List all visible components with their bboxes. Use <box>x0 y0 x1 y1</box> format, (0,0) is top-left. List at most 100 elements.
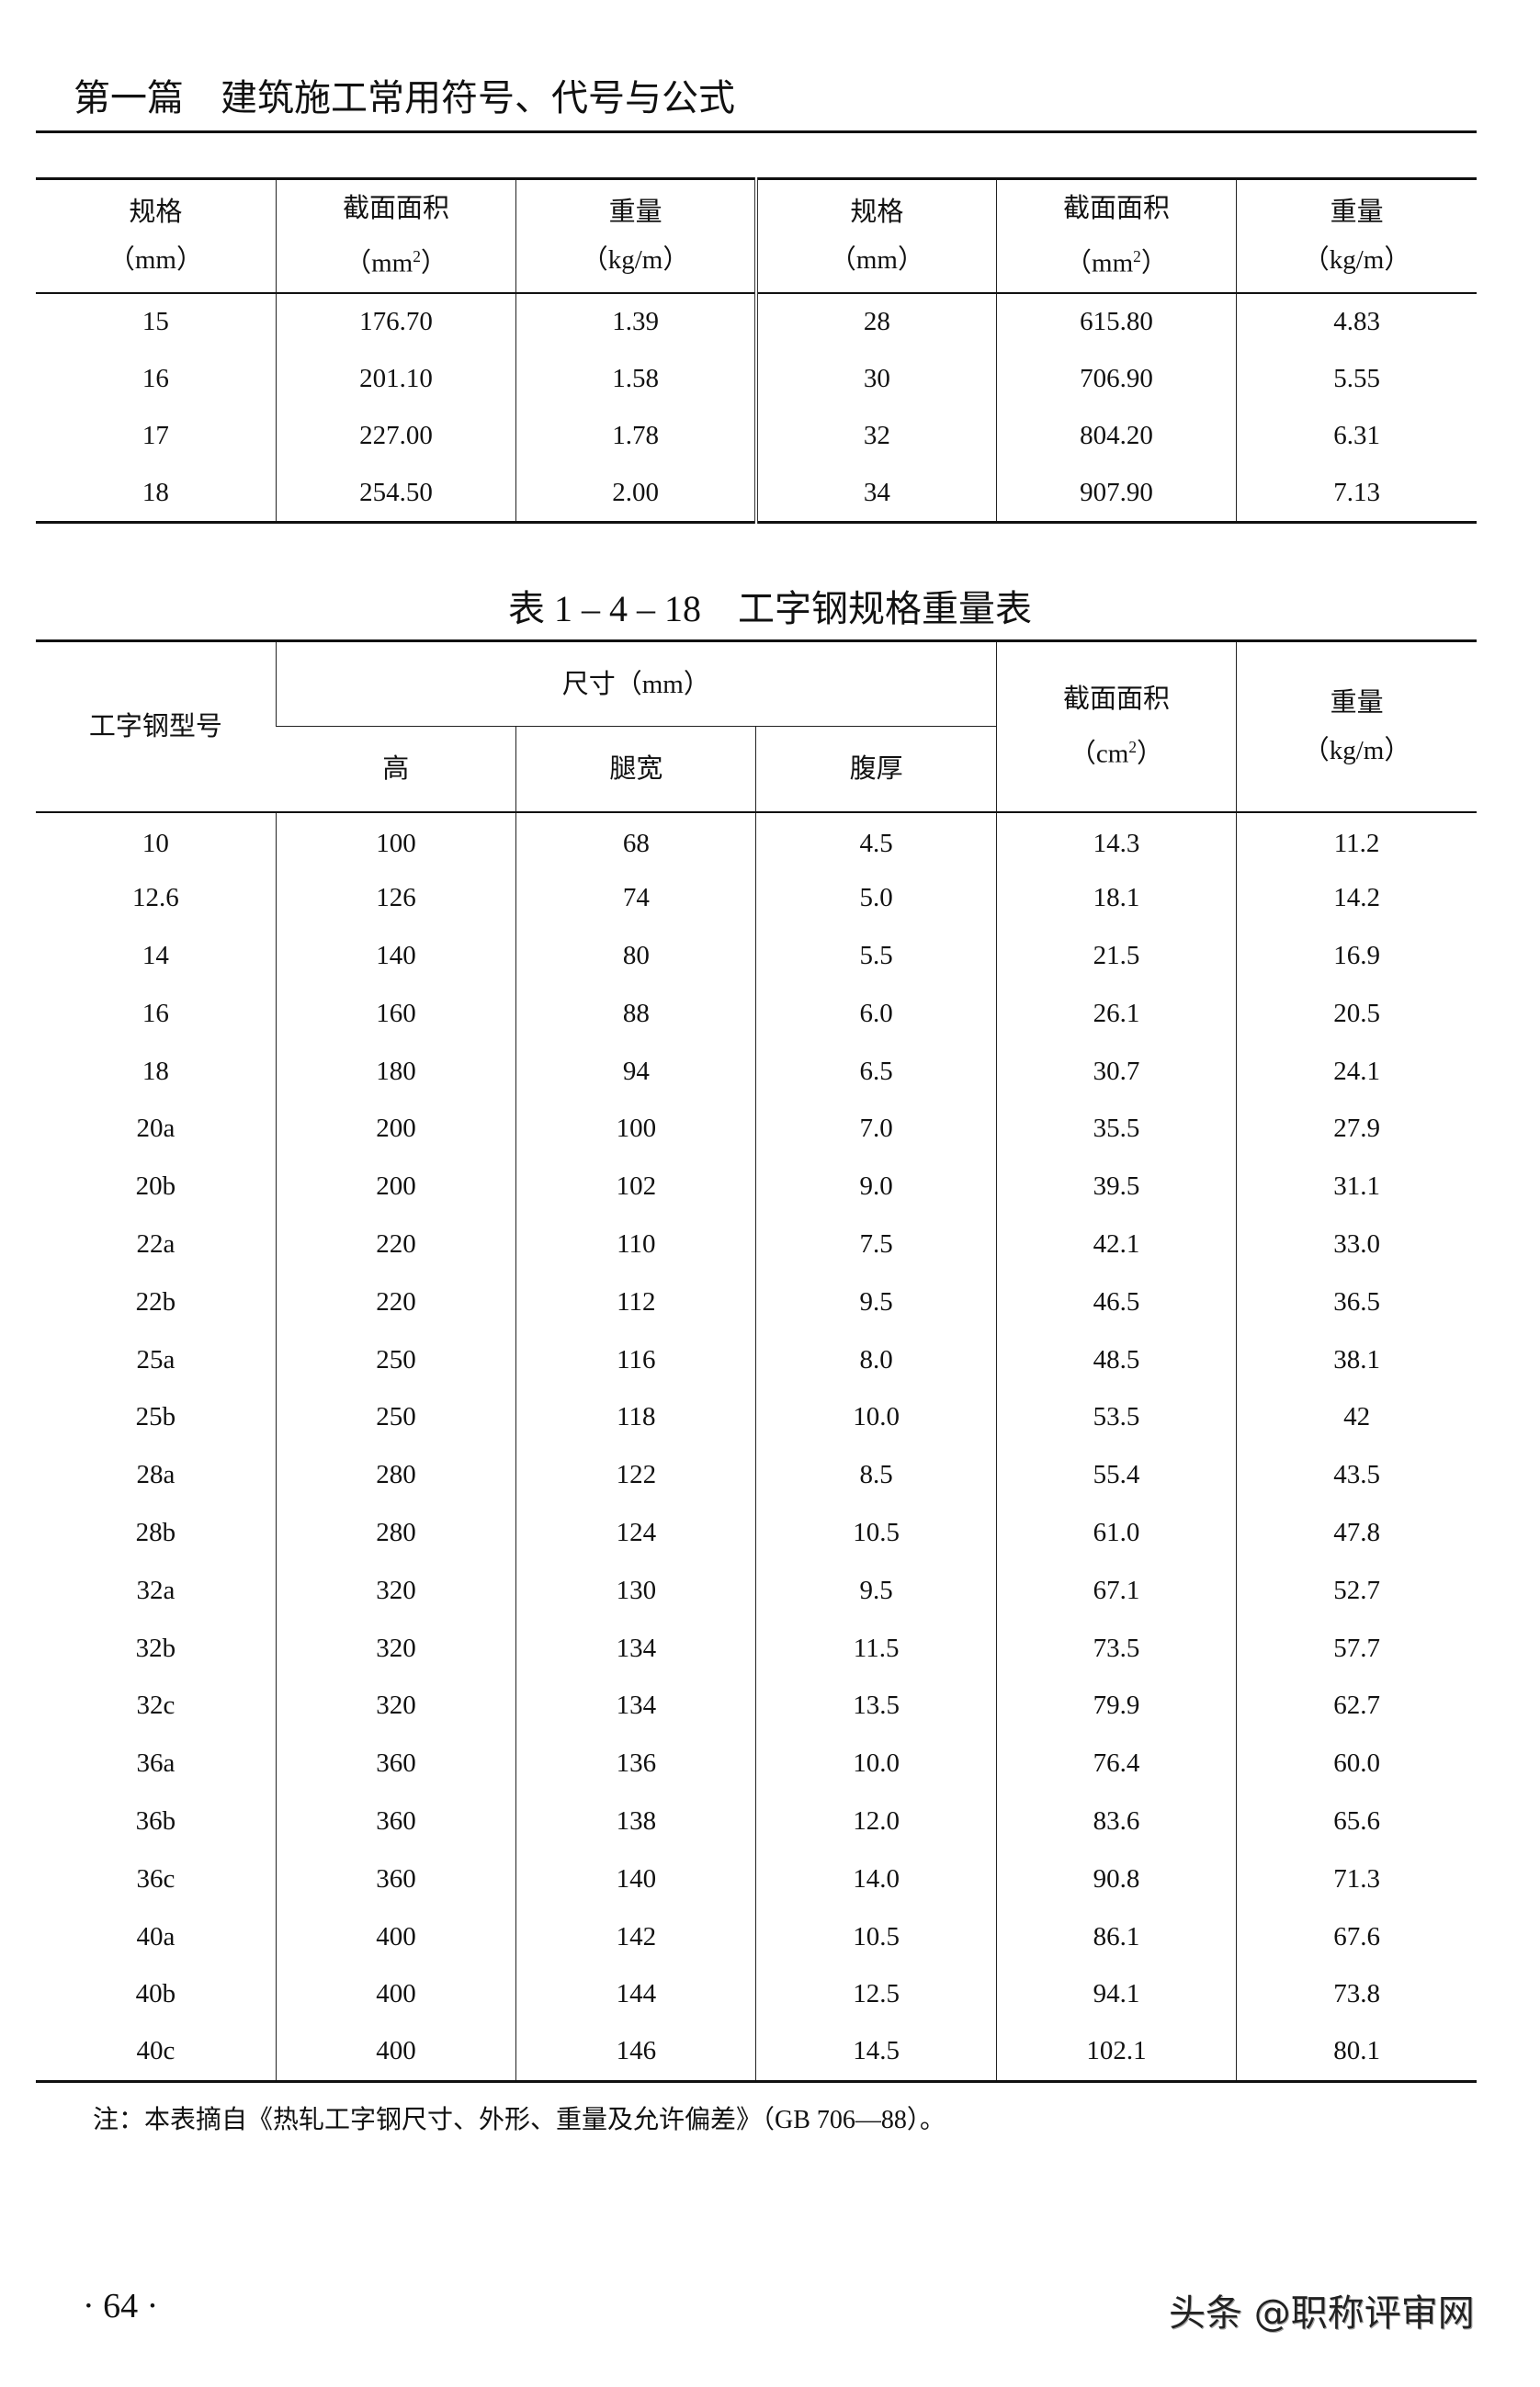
table-cell: 118 <box>515 1388 756 1447</box>
table-cell: 110 <box>515 1216 756 1273</box>
table-cell: 20b <box>135 1171 176 1202</box>
table-cell: 35.5 <box>995 1100 1237 1159</box>
table-cell: 40a <box>136 1921 176 1951</box>
header-rule <box>36 130 1477 133</box>
table-cell: 60.0 <box>1236 1735 1477 1793</box>
table-cell: 10.5 <box>755 1907 997 1966</box>
table-cell: 31.1 <box>1236 1158 1477 1216</box>
table-cell: 86.1 <box>995 1907 1237 1966</box>
table-cell: 20.5 <box>1236 984 1477 1043</box>
table-cell: 180 <box>275 1042 516 1101</box>
table-cell: 88 <box>515 984 756 1043</box>
table-cell: 18.1 <box>995 869 1237 928</box>
table-cell: 400 <box>275 1907 516 1966</box>
table-cell: 4.5 <box>755 811 997 870</box>
table-cell: 53.5 <box>995 1388 1237 1447</box>
table-row: 20b 200 102 9.0 39.5 31.1 <box>36 1158 1477 1216</box>
table-row: 40c 400 146 14.5 102.1 80.1 <box>36 2023 1477 2082</box>
table-cell: 94 <box>515 1042 756 1101</box>
table-cell: 320 <box>275 1677 516 1736</box>
table-cell: 15 <box>142 306 169 336</box>
table-cell: 14.3 <box>995 811 1237 870</box>
table-cell: 16 <box>142 363 169 393</box>
table-cell: 140 <box>275 927 516 985</box>
table-cell: 10.5 <box>755 1504 997 1562</box>
table-row: 18 180 94 6.5 30.7 24.1 <box>36 1042 1477 1101</box>
table-cell: 30.7 <box>995 1042 1237 1101</box>
table-cell: 14.5 <box>755 2023 997 2082</box>
table-cell: 13.5 <box>755 1677 997 1736</box>
table-cell: 62.7 <box>1236 1677 1477 1736</box>
table-cell: 160 <box>275 984 516 1043</box>
table-cell: 22b <box>135 1286 176 1317</box>
table-cell: 8.0 <box>755 1330 997 1389</box>
table-row: 28b 280 124 10.5 61.0 47.8 <box>36 1504 1477 1562</box>
table-cell: 16.9 <box>1236 927 1477 985</box>
table-cell: 360 <box>275 1850 516 1908</box>
table-cell: 9.5 <box>755 1561 997 1620</box>
table-row: 10 100 68 4.5 14.3 11.2 <box>36 811 1477 870</box>
table-cell: 134 <box>515 1619 756 1678</box>
table-cell: 138 <box>515 1793 756 1850</box>
table-note: 注：本表摘自《热轧工字钢尺寸、外形、重量及允许偏差》（GB 706—88）。 <box>93 2106 946 2134</box>
table-cell: 250 <box>275 1330 516 1389</box>
table-cell: 28 <box>753 292 997 350</box>
table-cell: 47.8 <box>1236 1504 1477 1562</box>
table-cell: 201.10 <box>275 350 516 408</box>
header-height: 高 <box>276 726 516 813</box>
table-cell: 140 <box>515 1850 756 1908</box>
table-cell: 20a <box>136 1114 176 1144</box>
table-title: 表 1 – 4 – 18 工字钢规格重量表 <box>508 588 1032 629</box>
table-cell: 320 <box>275 1561 516 1620</box>
table-cell: 6.5 <box>755 1042 997 1101</box>
table-row: 18 254.50 2.00 34 907.90 7.13 <box>36 465 1477 523</box>
table-cell: 80.1 <box>1236 2023 1477 2082</box>
table-cell: 200 <box>275 1100 516 1159</box>
table-row: 22a 220 110 7.5 42.1 33.0 <box>36 1216 1477 1273</box>
table-cell: 200 <box>275 1158 516 1216</box>
table-cell: 220 <box>275 1216 516 1273</box>
table-cell: 68 <box>515 811 756 870</box>
table-cell: 40c <box>136 2036 176 2066</box>
table-cell: 27.9 <box>1236 1100 1477 1159</box>
table-cell: 17 <box>142 421 169 451</box>
table-cell: 400 <box>275 2023 516 2082</box>
table-cell: 5.0 <box>755 869 997 928</box>
header-weight: 重量 （kg/m） <box>1236 640 1477 813</box>
table-cell: 80 <box>515 927 756 985</box>
table-row: 14 140 80 5.5 21.5 16.9 <box>36 927 1477 985</box>
table-cell: 124 <box>515 1504 756 1562</box>
header-cell: 截面面积 （mm2） <box>275 178 516 294</box>
table-cell: 136 <box>515 1735 756 1793</box>
table-cell: 7.5 <box>755 1216 997 1273</box>
table-cell: 28a <box>136 1460 176 1490</box>
table-cell: 1.39 <box>515 292 756 350</box>
table-cell: 176.70 <box>275 292 516 350</box>
table-row: 28a 280 122 8.5 55.4 43.5 <box>36 1446 1477 1505</box>
table-cell: 7.13 <box>1236 465 1477 523</box>
header-cell: 规格 （mm） <box>753 178 997 294</box>
header-size-group: 尺寸（mm） <box>275 640 997 727</box>
table-cell: 48.5 <box>995 1330 1237 1389</box>
table-cell: 73.8 <box>1236 1965 1477 2024</box>
table-cell: 7.0 <box>755 1100 997 1159</box>
table-cell: 67.6 <box>1236 1907 1477 1966</box>
table-cell: 12.0 <box>755 1793 997 1850</box>
table-cell: 9.0 <box>755 1158 997 1216</box>
table-cell: 8.5 <box>755 1446 997 1505</box>
table-cell: 615.80 <box>995 292 1237 350</box>
table-cell: 220 <box>275 1273 516 1331</box>
table-cell: 5.55 <box>1236 350 1477 408</box>
table-cell: 32 <box>753 407 997 465</box>
table-cell: 250 <box>275 1388 516 1447</box>
table-row: 12.6 126 74 5.0 18.1 14.2 <box>36 869 1477 928</box>
table-cell: 25b <box>135 1402 176 1432</box>
table-cell: 22a <box>136 1228 176 1259</box>
table-cell: 907.90 <box>995 465 1237 523</box>
table-cell: 26.1 <box>995 984 1237 1043</box>
table-cell: 73.5 <box>995 1619 1237 1678</box>
table-cell: 25a <box>136 1344 176 1375</box>
table-cell: 6.31 <box>1236 407 1477 465</box>
page-header: 第一篇 建筑施工常用符号、代号与公式 <box>74 77 735 119</box>
table-cell: 280 <box>275 1504 516 1562</box>
